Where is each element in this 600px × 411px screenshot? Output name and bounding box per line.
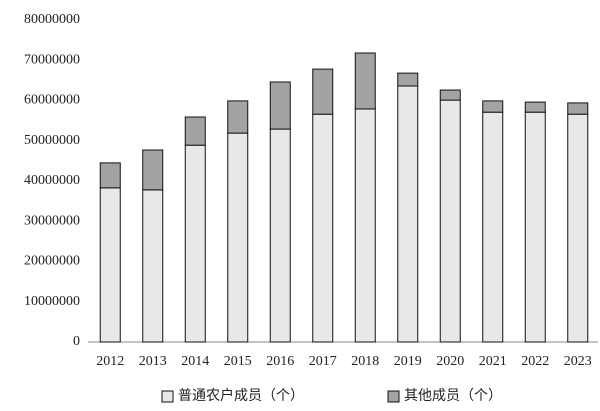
bar-segment <box>354 52 376 110</box>
x-tick-label: 2017 <box>309 354 337 369</box>
bar-segment <box>524 111 546 343</box>
x-tick-label: 2019 <box>394 354 422 369</box>
bar-segment <box>227 132 249 343</box>
bar-segment <box>312 68 334 115</box>
bar-segment <box>354 108 376 343</box>
y-tick-label: 20000000 <box>24 254 80 269</box>
y-tick-label: 10000000 <box>24 294 80 309</box>
x-tick-label: 2021 <box>479 354 507 369</box>
bar-segment <box>439 99 461 343</box>
bar-segment <box>439 89 461 101</box>
legend-swatch <box>387 390 400 403</box>
x-tick-label: 2015 <box>224 354 252 369</box>
bar-segment <box>397 72 419 87</box>
bar-segment <box>524 101 546 113</box>
bar-segment <box>227 100 249 134</box>
y-tick-label: 30000000 <box>24 213 80 228</box>
bar-segment <box>269 81 291 130</box>
bar-segment <box>567 113 589 343</box>
y-tick-label: 60000000 <box>24 93 80 108</box>
x-tick-label: 2013 <box>139 354 167 369</box>
bar-segment <box>99 162 121 189</box>
x-tick-label: 2020 <box>436 354 464 369</box>
y-tick-label: 70000000 <box>24 52 80 67</box>
y-tick-label: 50000000 <box>24 133 80 148</box>
legend-swatch <box>161 390 174 403</box>
bar-segment <box>142 149 164 191</box>
bar-segment <box>567 102 589 115</box>
x-tick-label: 2018 <box>351 354 379 369</box>
legend-label: 其他成员（个） <box>404 388 502 404</box>
bar-segment <box>397 85 419 343</box>
bar-segment <box>482 100 504 113</box>
x-tick-label: 2014 <box>181 354 209 369</box>
y-tick-label: 0 <box>73 334 80 349</box>
x-tick-label: 2012 <box>96 354 124 369</box>
x-tick-label: 2016 <box>266 354 294 369</box>
bar-segment <box>269 128 291 343</box>
y-tick-label: 40000000 <box>24 173 80 188</box>
x-tick-label: 2022 <box>521 354 549 369</box>
bar-segment <box>99 187 121 343</box>
bar-segment <box>184 116 206 146</box>
bar-segment <box>482 111 504 343</box>
x-tick-label: 2023 <box>564 354 592 369</box>
y-tick-label: 80000000 <box>24 12 80 27</box>
legend-label: 普通农户成员（个） <box>178 387 304 404</box>
bar-segment <box>184 144 206 343</box>
bar-segment <box>142 189 164 343</box>
bar-segment <box>312 113 334 343</box>
